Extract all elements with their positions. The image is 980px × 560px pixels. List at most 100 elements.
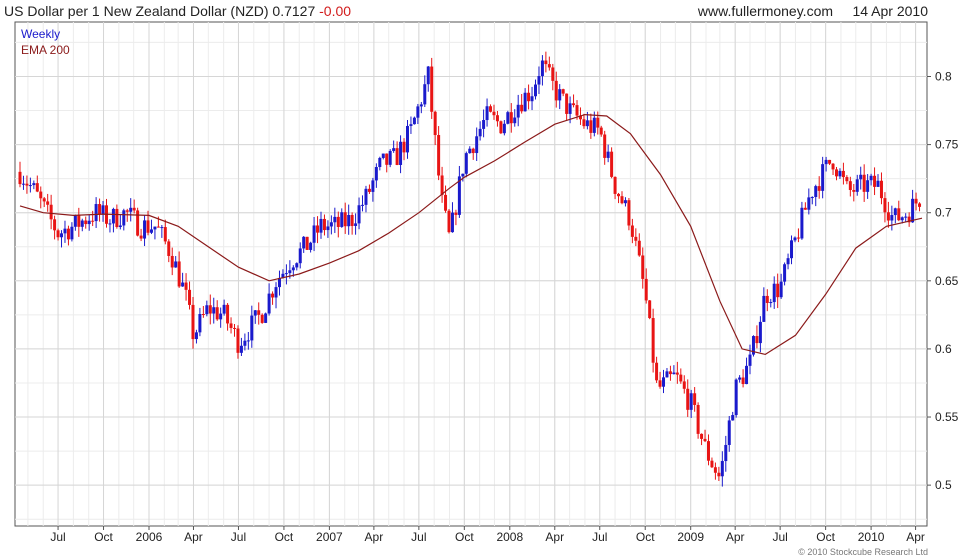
x-tick-label: Apr (726, 530, 745, 544)
candle-body (879, 180, 883, 199)
candle-body (153, 226, 157, 230)
candle-body (499, 121, 503, 134)
candle-body (537, 76, 541, 85)
candle-body (596, 117, 600, 128)
candle-body (143, 220, 147, 239)
candle-body (637, 240, 641, 256)
candle-body (35, 183, 39, 192)
candle-body (776, 283, 780, 298)
candle-body (73, 215, 77, 227)
candle-body (381, 153, 385, 158)
candle-body (765, 295, 769, 303)
candle-body (395, 148, 399, 165)
candle-body (49, 204, 53, 220)
candle-body (751, 336, 755, 355)
candle-body (156, 226, 160, 228)
candle-body (758, 321, 762, 344)
candle-body (568, 103, 572, 114)
candle-body (727, 420, 731, 445)
candle-body (492, 111, 496, 116)
candle-body (226, 304, 230, 324)
candle-body (741, 377, 745, 385)
x-tick-label: 2009 (677, 530, 704, 544)
candle-body (786, 258, 790, 265)
candle-body (21, 183, 25, 185)
candle-body (347, 214, 351, 227)
candle-body (149, 229, 153, 233)
candle-body (205, 305, 209, 315)
candle-body (852, 189, 856, 192)
candle-body (350, 214, 354, 226)
candle-body (312, 225, 316, 243)
candle-body (464, 153, 468, 174)
candle-body (174, 261, 178, 268)
candle-body (762, 295, 766, 322)
x-tick-label: 2008 (496, 530, 523, 544)
candle-body (627, 200, 631, 226)
candle-body (212, 307, 216, 314)
candle-body (371, 180, 375, 192)
candle-body (208, 305, 212, 314)
candle-body (793, 237, 797, 241)
candle-body (613, 176, 617, 194)
candle-body (447, 210, 451, 233)
site-link[interactable]: www.fullermoney.com (697, 3, 834, 19)
candle-body (364, 188, 368, 205)
x-tick-label: 2010 (858, 530, 885, 544)
candle-body (399, 141, 403, 165)
candle-body (264, 313, 268, 323)
candle-body (848, 181, 852, 190)
candle-body (717, 472, 721, 477)
candle-body (478, 128, 482, 137)
candle-body (229, 323, 233, 328)
candle-body (430, 66, 434, 112)
candle-body (475, 136, 479, 154)
candle-body (748, 354, 752, 366)
candle-body (523, 92, 527, 112)
candle-body (302, 236, 306, 249)
candle-body (233, 327, 237, 329)
candle-body (706, 441, 710, 461)
candle-body (60, 233, 64, 238)
candle-body (489, 106, 493, 112)
candle-body (25, 183, 29, 186)
candle-body (298, 248, 302, 264)
candle-body (440, 175, 444, 195)
candle-body (807, 197, 811, 210)
candle-body (665, 371, 669, 378)
candle-body (136, 210, 140, 236)
candle-body (46, 201, 50, 205)
x-tick-label: Apr (545, 530, 564, 544)
candle-body (873, 175, 877, 187)
candle-body (274, 287, 278, 298)
x-tick-label: 2007 (316, 530, 343, 544)
candle-body (108, 223, 112, 225)
candle-body (651, 318, 655, 363)
candle-body (450, 212, 454, 233)
y-tick-label: 0.55 (935, 410, 959, 424)
candle-body (530, 96, 534, 102)
candles (18, 51, 922, 487)
candle-body (471, 148, 475, 154)
candle-body (426, 66, 430, 85)
x-tick-label: Oct (636, 530, 655, 544)
candle-body (800, 207, 804, 239)
candle-body (444, 194, 448, 211)
candle-body (177, 261, 181, 287)
candle-body (724, 444, 728, 462)
candle-body (361, 204, 365, 206)
x-tick-label: Oct (455, 530, 474, 544)
candle-body (779, 281, 783, 298)
candle-body (423, 84, 427, 105)
candle-body (374, 167, 378, 181)
candle-body (575, 105, 579, 116)
candle-body (866, 180, 870, 192)
candle-body (457, 176, 461, 215)
candle-body (527, 92, 531, 102)
candle-body (703, 438, 707, 442)
candle-body (139, 235, 143, 239)
candle-body (198, 314, 202, 333)
candle-body (513, 117, 517, 124)
candle-body (644, 278, 648, 301)
candle-body (859, 174, 863, 180)
